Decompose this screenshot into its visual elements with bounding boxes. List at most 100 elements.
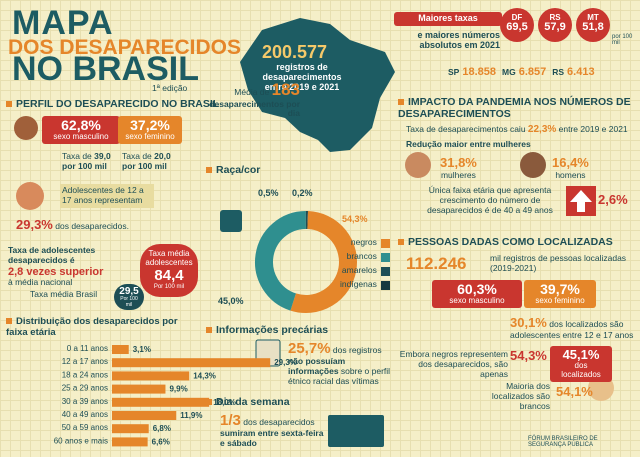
- age-chart: 0 a 11 anos 3,1% 12 a 17 anos 29,3% 18 a 24 …: [54, 344, 297, 447]
- rate-uf: DF: [511, 13, 523, 22]
- age-value: 9,9%: [169, 385, 187, 394]
- legend-item: amarelos: [340, 264, 390, 278]
- rate-circle: RS 57,9: [538, 8, 572, 42]
- drop-text: Taxa de desaparecimentos caiu: [406, 124, 526, 134]
- brazil-map: [240, 18, 395, 152]
- section-title: IMPACTO DA PANDEMIA NOS NÚMEROS DE DESAP…: [398, 96, 633, 120]
- rate-circle: DF 69,5: [500, 8, 534, 42]
- age-value: 6,6%: [152, 437, 170, 446]
- abs-title: e maiores números absolutos em 2021: [417, 30, 500, 51]
- donut-segment: [255, 211, 307, 311]
- arrow-up: [570, 190, 592, 212]
- legend-label: indígenas: [340, 279, 377, 290]
- calendar-icon: [328, 415, 384, 447]
- located-male-pct: 60,3%: [457, 281, 497, 297]
- info-pct: 25,7%: [288, 340, 331, 357]
- section-title: PESSOAS DADAS COMO LOCALIZADAS: [398, 236, 613, 248]
- icon: [220, 210, 242, 232]
- person-icon: [405, 152, 431, 178]
- rate-prefix: Taxa de: [122, 151, 152, 161]
- total: 200.577: [262, 42, 328, 62]
- age-label: 30 a 39 anos: [62, 397, 108, 406]
- black-text: Embora negros representem: [399, 349, 508, 359]
- person-icon: [16, 182, 44, 210]
- week-text: dos desaparecidos: [243, 417, 315, 427]
- abs-uf: SP: [448, 67, 460, 77]
- black-pct: 54,3%: [510, 348, 547, 363]
- title: MAPA: [12, 4, 114, 42]
- donut-label: 45,0%: [218, 296, 244, 306]
- section-title: Informações precárias: [206, 324, 328, 336]
- age-value: 6,8%: [153, 424, 171, 433]
- growth: 2,6%: [598, 192, 628, 207]
- age-bar: [112, 424, 149, 434]
- title: NO BRASIL: [12, 50, 199, 88]
- daily-text: desaparecimentos por dia: [209, 98, 300, 119]
- teen-rate-text: à média nacional: [8, 277, 73, 288]
- legend-swatch: [380, 252, 390, 262]
- age-bar: [112, 345, 129, 354]
- located-male: sexo masculino: [449, 296, 505, 306]
- daily-prefix: Média de: [234, 87, 270, 97]
- info-text: sobre o perfil étnico racial das vítimas: [288, 366, 391, 386]
- age-label: 18 a 24 anos: [62, 370, 108, 379]
- teens-suffix: dos desaparecidos.: [55, 221, 129, 231]
- age-label: 25 a 29 anos: [62, 384, 108, 393]
- teen-rate-highlight: 2,8 vezes superior: [8, 265, 104, 278]
- teens-text: Adolescentes de 12 a 17 anos representam: [60, 184, 154, 208]
- drop: 22,3%: [527, 124, 557, 135]
- section-title: Dia da semana: [206, 396, 290, 408]
- week-bold: sumiram entre sexta-feira e sábado: [220, 428, 324, 449]
- located-teen-pct: 30,1%: [510, 315, 547, 330]
- legend: negros brancos amarelos indígenas: [340, 236, 390, 292]
- rate-uf: MT: [587, 13, 599, 22]
- rate-unit: por 100 mil: [122, 160, 167, 171]
- rate-value: 57,9: [544, 21, 566, 33]
- growth-text: Única faixa etária que apresenta crescim…: [427, 185, 553, 215]
- located-female: sexo feminino: [535, 296, 585, 306]
- info-bold: não possuíam informações: [288, 356, 346, 377]
- age-bar: [112, 384, 166, 394]
- legend-item: brancos: [340, 250, 390, 264]
- rate-prefix: Taxa de: [62, 151, 92, 161]
- women: mulheres: [440, 169, 476, 180]
- male-label: sexo masculino: [53, 132, 109, 142]
- teens-pct: 29,3%: [16, 217, 53, 232]
- teen-rate-label: Taxa média adolescentes: [145, 249, 193, 267]
- donut-label: 54,3%: [342, 214, 368, 224]
- white-text: Maioria dos localizados são brancos: [491, 381, 550, 411]
- age-bar: [112, 371, 190, 381]
- age-value: 14,3%: [193, 371, 216, 380]
- abs-value: 6.413: [567, 66, 595, 78]
- section-title: PERFIL DO DESAPARECIDO NO BRASIL: [6, 98, 219, 110]
- male-pct: 62,8%: [61, 117, 101, 133]
- title: DOS DESAPARECIDOS: [8, 36, 241, 59]
- donut-label: 0,2%: [292, 188, 313, 198]
- black-loc-pct: 45,1%: [562, 347, 600, 362]
- legend-swatch: [380, 238, 390, 248]
- race-donut: 54,3% 45,0% 0,5% 0,2%: [218, 188, 368, 313]
- age-label: 40 a 49 anos: [62, 410, 108, 419]
- teen-rate-unit: Por 100 mil: [153, 284, 185, 291]
- located-female-pct: 39,7%: [540, 281, 580, 297]
- br-rate-label: Taxa média Brasil: [30, 289, 98, 299]
- rate-uf: RS: [549, 13, 561, 22]
- week-fraction: 1/3: [220, 412, 241, 429]
- drop-text: entre 2019 e 2021: [558, 124, 628, 134]
- rate-unit: por 100 mil: [612, 34, 633, 46]
- male-rate: 39,0: [94, 151, 111, 161]
- donut-label: 0,5%: [258, 188, 279, 198]
- rate-value: 69,5: [506, 21, 528, 33]
- female-pct: 37,2%: [130, 117, 170, 133]
- age-bar: [112, 397, 210, 407]
- female-label: sexo feminino: [125, 132, 175, 142]
- legend-label: negros: [350, 237, 377, 248]
- age-value: 29,3%: [274, 358, 297, 367]
- age-label: 12 a 17 anos: [62, 357, 108, 366]
- age-label: 0 a 11 anos: [67, 344, 108, 353]
- section-title: Raça/cor: [206, 164, 260, 176]
- abs-values: SP 18.858 MG 6.857 RS 6.413: [442, 66, 637, 79]
- men-pct: 16,4%: [552, 155, 589, 170]
